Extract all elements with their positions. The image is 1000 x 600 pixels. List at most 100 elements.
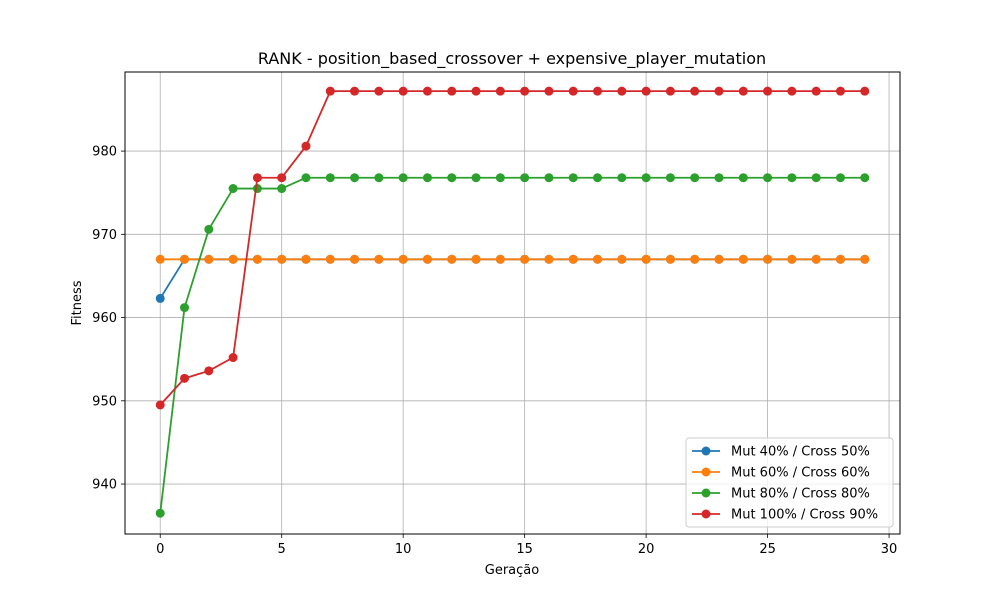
data-point	[495, 254, 505, 264]
data-point	[714, 173, 724, 183]
legend-marker	[701, 446, 711, 456]
data-point	[520, 173, 530, 183]
data-point	[787, 173, 797, 183]
data-point	[617, 254, 627, 264]
data-point	[544, 254, 554, 264]
data-point	[155, 508, 165, 518]
data-point	[690, 254, 700, 264]
legend-entry: Mut 100% / Cross 90%	[692, 508, 878, 523]
data-point	[738, 173, 748, 183]
y-tick-label: 970	[92, 228, 117, 243]
data-point	[665, 254, 675, 264]
y-axis-label: Fitness	[70, 280, 85, 325]
data-point	[763, 254, 773, 264]
legend: Mut 40% / Cross 50% Mut 60% / Cross 60% Mu…	[685, 437, 894, 528]
data-point	[835, 254, 845, 264]
x-axis: 0 5 10 15 20 25 30	[156, 534, 897, 557]
x-tick-label: 30	[881, 542, 898, 557]
data-point	[617, 173, 627, 183]
x-tick-label: 15	[516, 542, 533, 557]
data-point	[228, 353, 238, 363]
legend-entry: Mut 60% / Cross 60%	[692, 466, 870, 481]
data-point	[155, 400, 165, 410]
data-point	[301, 141, 311, 151]
chart-title: RANK - position_based_crossover + expens…	[258, 49, 766, 69]
data-point	[422, 173, 432, 183]
data-point	[544, 86, 554, 96]
data-point	[568, 86, 578, 96]
data-point	[277, 173, 287, 183]
data-point	[495, 173, 505, 183]
data-point	[763, 173, 773, 183]
y-axis: 940 950 960 970 980	[92, 145, 125, 493]
data-point	[374, 173, 384, 183]
data-point	[325, 173, 335, 183]
data-point	[204, 254, 214, 264]
data-point	[593, 173, 603, 183]
data-point	[665, 173, 675, 183]
data-point	[835, 173, 845, 183]
data-point	[641, 254, 651, 264]
data-point	[835, 86, 845, 96]
series-4	[155, 86, 870, 410]
legend-entry: Mut 80% / Cross 80%	[692, 487, 870, 502]
data-point	[738, 254, 748, 264]
data-point	[422, 254, 432, 264]
data-point	[763, 86, 773, 96]
data-point	[641, 86, 651, 96]
y-tick-label: 940	[92, 478, 117, 493]
y-tick-label: 980	[92, 145, 117, 160]
data-point	[325, 254, 335, 264]
legend-entry: Mut 40% / Cross 50%	[692, 445, 870, 460]
data-point	[593, 254, 603, 264]
data-point	[398, 173, 408, 183]
data-point	[617, 86, 627, 96]
data-point	[714, 86, 724, 96]
data-point	[398, 254, 408, 264]
data-point	[471, 173, 481, 183]
data-point	[350, 173, 360, 183]
data-point	[374, 86, 384, 96]
data-point	[422, 86, 432, 96]
legend-label: Mut 60% / Cross 60%	[731, 466, 870, 481]
data-point	[471, 254, 481, 264]
data-point	[252, 184, 262, 194]
data-point	[520, 86, 530, 96]
data-point	[447, 254, 457, 264]
data-point	[544, 173, 554, 183]
data-point	[228, 184, 238, 194]
y-tick-label: 960	[92, 311, 117, 326]
legend-items: Mut 40% / Cross 50% Mut 60% / Cross 60% Mu…	[692, 445, 878, 523]
data-point	[155, 254, 165, 264]
x-tick-label: 10	[395, 542, 412, 557]
legend-box	[685, 437, 894, 528]
data-point	[252, 254, 262, 264]
legend-label: Mut 100% / Cross 90%	[731, 508, 878, 523]
series-layer	[155, 86, 870, 518]
data-point	[180, 254, 190, 264]
legend-label: Mut 80% / Cross 80%	[731, 487, 870, 502]
data-point	[350, 86, 360, 96]
data-point	[398, 86, 408, 96]
data-point	[277, 254, 287, 264]
y-tick-label: 950	[92, 394, 117, 409]
data-point	[860, 86, 870, 96]
data-point	[155, 293, 165, 303]
data-point	[787, 254, 797, 264]
x-tick-label: 0	[156, 542, 164, 557]
data-point	[180, 303, 190, 313]
data-point	[690, 86, 700, 96]
x-tick-label: 20	[638, 542, 655, 557]
series-3	[155, 173, 870, 518]
data-point	[641, 173, 651, 183]
data-point	[860, 173, 870, 183]
data-point	[738, 86, 748, 96]
data-point	[568, 173, 578, 183]
data-point	[204, 366, 214, 376]
data-point	[350, 254, 360, 264]
data-point	[252, 173, 262, 183]
data-point	[374, 254, 384, 264]
data-point	[787, 86, 797, 96]
data-point	[447, 173, 457, 183]
